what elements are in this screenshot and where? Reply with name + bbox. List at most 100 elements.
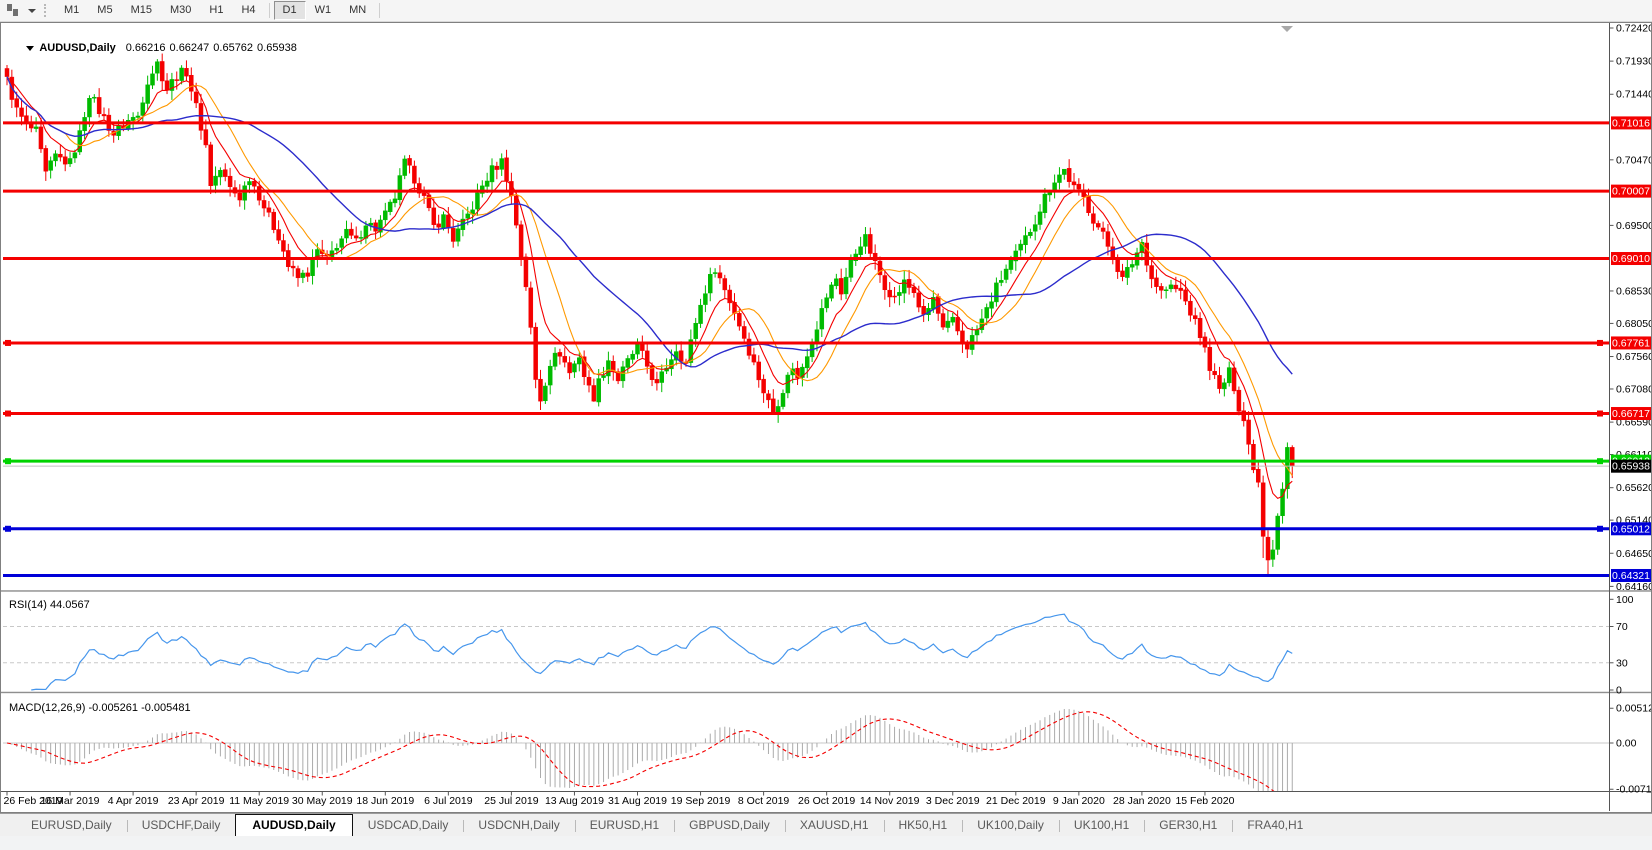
ohlc-values: 0.66216 0.66247 0.65762 0.65938 (126, 42, 301, 54)
svg-text:0.65012: 0.65012 (1612, 523, 1650, 535)
period-selector[interactable] (0, 0, 42, 21)
chart-shift-marker-icon[interactable] (1281, 26, 1293, 32)
line-handle-right[interactable] (1597, 410, 1603, 417)
svg-text:0.67761: 0.67761 (1612, 337, 1650, 349)
rsi-label: RSI(14) 44.0567 (9, 599, 90, 611)
date-label: 18 Jun 2019 (356, 795, 414, 807)
macd-axis-label: 0.00 (1616, 738, 1637, 750)
line-handle-right[interactable] (1597, 339, 1603, 346)
chart-tab-usdcad-daily[interactable]: USDCAD,Daily (367, 818, 449, 832)
chart-period-icon (6, 3, 22, 18)
timeframe-button-m15[interactable]: M15 (130, 4, 152, 16)
chart-tab-gbpusd-daily[interactable]: GBPUSD,Daily (674, 815, 785, 836)
rsi-value: 44.0567 (49, 599, 90, 611)
timeframe-button-m1[interactable]: M1 (64, 4, 80, 16)
chart-tab-uk100-h1[interactable]: UK100,H1 (1058, 815, 1144, 836)
timeframe-button-d1[interactable]: D1 (273, 1, 306, 20)
line-handle-left[interactable] (5, 410, 11, 417)
horizontal-line-0.66717[interactable] (3, 410, 1609, 417)
line-handle-left[interactable] (5, 339, 11, 346)
horizontal-line-0.67761[interactable] (3, 339, 1609, 346)
chart-window: AUDUSD,Daily 0.66216 0.66247 0.65762 0.65938… (0, 22, 1652, 813)
svg-text:0.69010: 0.69010 (1612, 253, 1650, 265)
date-label: 31 Aug 2019 (608, 795, 667, 807)
svg-text:0.65938: 0.65938 (1612, 461, 1650, 473)
toolbar-grip[interactable] (44, 4, 49, 17)
chart-tab-audusd-daily[interactable]: AUDUSD,Daily (235, 814, 353, 837)
date-label: 28 Jan 2020 (1113, 795, 1171, 807)
chart-tab-usdchf-daily[interactable]: USDCHF,Daily (126, 815, 236, 836)
timeframe-button-m30[interactable]: M30 (169, 4, 192, 16)
price-label-0.66717: 0.66717 (1611, 407, 1651, 421)
date-label: 14 Nov 2019 (860, 795, 920, 807)
chart-tab-xauusd-h1[interactable]: XAUUSD,H1 (784, 815, 884, 836)
price-tick-label: 0.64160 (1616, 581, 1651, 593)
rsi-axis-label: 70 (1616, 621, 1628, 633)
timeframe-button-h1[interactable]: H1 (209, 4, 224, 16)
price-label-0.67761: 0.67761 (1611, 336, 1651, 350)
timeframe-button-mn[interactable]: MN (349, 4, 367, 16)
price-tick-label: 0.71440 (1616, 89, 1651, 101)
symbol-title: AUDUSD,Daily (39, 42, 116, 54)
chart-tab-usdcnh-daily[interactable]: USDCNH,Daily (463, 815, 574, 836)
timeframe-button-w1[interactable]: W1 (314, 4, 332, 16)
low-value: 0.65762 (213, 42, 254, 54)
price-tick-label: 0.67080 (1616, 383, 1651, 395)
price-tick-label: 0.68530 (1616, 285, 1651, 297)
price-tick-label: 0.68050 (1616, 318, 1651, 330)
dropdown-caret-icon[interactable] (28, 8, 36, 13)
toolbar-separator (268, 3, 270, 18)
macd-panel: 0.005121 0.00 -0.00711 (3, 703, 1651, 796)
horizontal-line-0.65012[interactable] (3, 525, 1609, 532)
open-value: 0.66216 (125, 42, 166, 54)
chart-tab-ger30-h1[interactable]: GER30,H1 (1144, 815, 1232, 836)
chart-tab-uk100-daily[interactable]: UK100,Daily (962, 815, 1059, 836)
line-handle-right[interactable] (1597, 525, 1603, 532)
chart-tab-eurusd-daily[interactable]: EURUSD,Daily (31, 818, 112, 832)
date-label: 19 Sep 2019 (671, 795, 731, 807)
ma-mid-line (6, 76, 1293, 477)
date-label: 15 Feb 2020 (1175, 795, 1234, 807)
svg-text:0.66717: 0.66717 (1612, 408, 1650, 420)
horizontal-line-0.66012[interactable] (3, 458, 1609, 465)
svg-text:0.70007: 0.70007 (1612, 186, 1650, 198)
date-label: 26 Oct 2019 (798, 795, 855, 807)
price-tick-label: 0.65620 (1616, 482, 1651, 494)
date-label: 16 Mar 2019 (41, 795, 100, 807)
date-label: 21 Dec 2019 (986, 795, 1046, 807)
rsi-axis-label: 30 (1616, 657, 1628, 669)
line-handle-left[interactable] (5, 525, 11, 532)
date-label: 3 Dec 2019 (926, 795, 980, 807)
svg-text:0.64321: 0.64321 (1612, 570, 1650, 582)
price-label-0.64321: 0.64321 (1611, 568, 1651, 582)
rsi-line (31, 613, 1293, 691)
macd-signal-line (6, 711, 1275, 791)
high-value: 0.66247 (169, 42, 210, 54)
status-bar (0, 836, 1652, 850)
timeframe-button-h4[interactable]: H4 (241, 4, 256, 16)
macd-axis-label: -0.00711 (1616, 784, 1651, 796)
timeframe-button-m5[interactable]: M5 (97, 4, 113, 16)
current-price-label: 0.65938 (1611, 459, 1651, 473)
price-tick-label: 0.67560 (1616, 351, 1651, 363)
rsi-axis-label: 0 (1616, 685, 1622, 697)
chart-title: AUDUSD,Daily 0.66216 0.66247 0.65762 0.65938 (8, 30, 301, 66)
price-axis[interactable]: 0.72420 0.71930 0.71440 0.70470 0.69500 0.685… (1609, 23, 1652, 593)
line-handle-left[interactable] (5, 458, 11, 465)
price-tick-label: 0.71930 (1616, 56, 1651, 68)
date-label: 25 Jul 2019 (484, 795, 538, 807)
symbol-menu-icon[interactable] (26, 45, 35, 51)
date-label: 23 Apr 2019 (168, 795, 225, 807)
ma-fast-line (6, 76, 1293, 500)
price-tick-label: 0.72420 (1616, 23, 1651, 35)
chart-tab-fra40-h1[interactable]: FRA40,H1 (1232, 815, 1318, 836)
line-handle-right[interactable] (1597, 458, 1603, 465)
timeframe-toolbar: M1 M5 M15 M30 H1 H4 D1 W1 MN (0, 0, 1652, 22)
date-label: 9 Jan 2020 (1053, 795, 1105, 807)
symbol-tabbar: EURUSD,Daily USDCHF,Daily AUDUSD,Daily USDC… (0, 813, 1652, 837)
chart-tab-eurusd-h1[interactable]: EURUSD,H1 (574, 815, 674, 836)
chart-tab-hk50-h1[interactable]: HK50,H1 (883, 815, 963, 836)
price-chart-canvas[interactable]: 0.72420 0.71930 0.71440 0.70470 0.69500 0.685… (1, 23, 1651, 811)
